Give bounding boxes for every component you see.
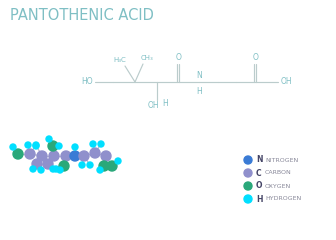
Text: CH₃: CH₃ [141, 55, 153, 61]
Circle shape [61, 151, 71, 161]
Circle shape [43, 159, 53, 169]
Text: PANTOTHENIC ACID: PANTOTHENIC ACID [10, 8, 154, 23]
Circle shape [46, 136, 52, 142]
Text: H: H [196, 86, 202, 96]
Circle shape [70, 151, 80, 161]
Circle shape [244, 169, 252, 177]
Circle shape [32, 159, 42, 169]
Circle shape [38, 167, 44, 173]
Circle shape [244, 195, 252, 203]
Circle shape [98, 141, 104, 147]
Circle shape [79, 162, 85, 168]
Text: HO: HO [81, 78, 93, 86]
Circle shape [244, 182, 252, 190]
Circle shape [48, 141, 58, 151]
Text: OXYGEN: OXYGEN [265, 184, 291, 188]
Text: C: C [256, 168, 262, 178]
Circle shape [79, 151, 89, 161]
Text: NITROGEN: NITROGEN [265, 157, 298, 162]
Circle shape [50, 166, 56, 172]
Text: H₃C: H₃C [114, 57, 126, 63]
Circle shape [33, 142, 39, 148]
Circle shape [30, 166, 36, 172]
Text: O: O [256, 181, 262, 191]
Text: N: N [196, 72, 202, 80]
Circle shape [53, 166, 59, 172]
Circle shape [244, 156, 252, 164]
Circle shape [13, 149, 23, 159]
Circle shape [59, 161, 69, 171]
Text: N: N [256, 156, 262, 164]
Circle shape [57, 167, 63, 173]
Text: OH: OH [147, 102, 159, 110]
Circle shape [107, 161, 117, 171]
Circle shape [33, 143, 39, 149]
Circle shape [37, 151, 47, 161]
Text: CARBON: CARBON [265, 170, 292, 175]
Text: H: H [162, 98, 168, 108]
Text: HYDROGEN: HYDROGEN [265, 197, 301, 202]
Circle shape [87, 162, 93, 168]
Circle shape [72, 144, 78, 150]
Circle shape [25, 149, 35, 159]
Circle shape [101, 151, 111, 161]
Text: OH: OH [280, 78, 292, 86]
Circle shape [90, 141, 96, 147]
Circle shape [115, 158, 121, 164]
Text: H: H [256, 194, 262, 204]
Circle shape [10, 144, 16, 150]
Text: O: O [253, 54, 259, 62]
Text: O: O [176, 54, 182, 62]
Circle shape [56, 143, 62, 149]
Circle shape [25, 142, 31, 148]
Circle shape [90, 148, 100, 158]
Circle shape [99, 161, 109, 171]
Circle shape [97, 167, 103, 173]
Circle shape [49, 151, 59, 161]
